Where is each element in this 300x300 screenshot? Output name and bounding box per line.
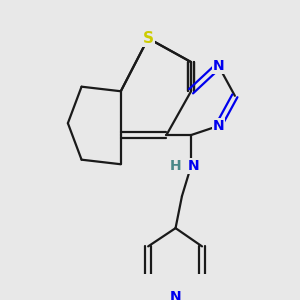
- Text: N: N: [188, 159, 200, 173]
- Text: H: H: [170, 159, 182, 173]
- Text: N: N: [170, 290, 182, 300]
- Text: N: N: [213, 59, 224, 73]
- Text: S: S: [143, 31, 154, 46]
- Text: N: N: [213, 119, 224, 133]
